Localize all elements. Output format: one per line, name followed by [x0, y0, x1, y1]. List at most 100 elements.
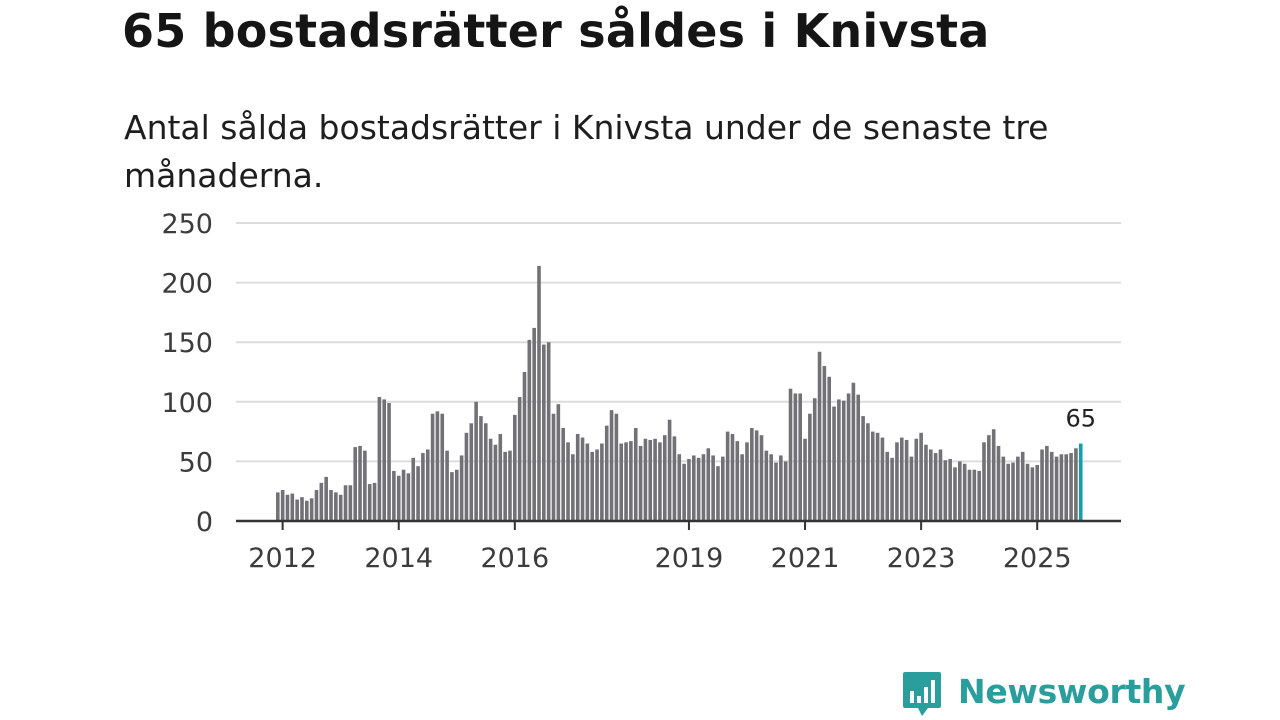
- bar: [1074, 448, 1078, 521]
- bar: [667, 419, 672, 521]
- bar: [527, 339, 532, 521]
- x-tick-label: 2025: [1003, 543, 1072, 574]
- bar: [948, 459, 952, 521]
- bar: [517, 397, 522, 521]
- bar: [488, 438, 493, 521]
- x-tick-label: 2016: [480, 543, 549, 574]
- bar: [566, 442, 570, 521]
- bar: [1006, 463, 1010, 521]
- bar: [1030, 467, 1035, 521]
- bar: [629, 441, 633, 521]
- bar: [754, 430, 759, 521]
- x-tick-label: 2021: [771, 543, 840, 574]
- chart-title: 65 bostadsrätter såldes i Knivsta: [122, 4, 990, 58]
- bar: [967, 469, 972, 521]
- bar: [508, 450, 512, 521]
- bar: [701, 454, 706, 521]
- bar: [783, 461, 788, 521]
- bar: [779, 455, 783, 521]
- bar: [609, 410, 614, 521]
- bar: [643, 438, 648, 521]
- bar: [445, 450, 449, 521]
- bar: [808, 413, 812, 521]
- bar: [682, 463, 686, 521]
- bar: [929, 449, 933, 521]
- bar: [561, 428, 565, 521]
- bar: [421, 453, 425, 521]
- bar: [595, 449, 599, 521]
- bar: [759, 435, 764, 521]
- bar: [658, 442, 662, 521]
- bar: [454, 469, 459, 521]
- bar: [551, 413, 556, 521]
- bar: [793, 393, 798, 521]
- bar: [677, 454, 682, 521]
- x-tick-label: 2012: [248, 543, 317, 574]
- bar: [542, 344, 546, 521]
- chart-subtitle: Antal sålda bostadsrätter i Knivsta unde…: [124, 108, 1049, 195]
- bar: [353, 447, 357, 521]
- bar: [280, 490, 285, 521]
- bar: [745, 442, 749, 521]
- bar: [430, 413, 435, 521]
- bar: [590, 451, 594, 521]
- bar: [493, 444, 498, 521]
- bar: [740, 454, 744, 521]
- bar: [706, 448, 711, 521]
- bar: [672, 436, 677, 521]
- last-value-label: 65: [1065, 405, 1096, 433]
- bar: [483, 423, 488, 521]
- y-tick-label: 150: [161, 328, 213, 359]
- bar: [513, 414, 517, 521]
- bar: [890, 457, 894, 521]
- bar: [440, 413, 445, 521]
- bar: [338, 494, 343, 521]
- bar: [958, 461, 962, 521]
- bar-chart: 0 50 100 150 200 250 2012 2014 2016 2019 2021 2023…: [161, 209, 1121, 574]
- bar: [996, 445, 1001, 521]
- bar: [416, 466, 420, 521]
- bar: [309, 498, 314, 521]
- bar: [387, 402, 391, 521]
- bar: [730, 433, 735, 521]
- bar: [870, 431, 875, 521]
- bar: [406, 473, 411, 521]
- bar: [750, 428, 754, 521]
- brand-name: Newsworthy: [958, 672, 1186, 711]
- bar: [899, 437, 904, 521]
- bar: [924, 444, 928, 521]
- bar: [614, 413, 619, 521]
- bar: [324, 476, 328, 521]
- bar: [1011, 462, 1015, 521]
- bar: [363, 450, 367, 521]
- bar: [764, 450, 769, 521]
- bar-series: [276, 265, 1083, 521]
- bar: [832, 406, 836, 521]
- bar: [619, 443, 624, 521]
- bar: [319, 482, 324, 521]
- bar: [464, 432, 469, 521]
- x-tick-label: 2014: [364, 543, 433, 574]
- bar: [1040, 449, 1044, 521]
- x-axis-ticks: 2012 2014 2016 2019 2021 2023 2025: [248, 521, 1072, 574]
- bar: [914, 438, 919, 521]
- bar: [1054, 456, 1059, 521]
- bar: [575, 433, 580, 521]
- bar: [503, 451, 507, 521]
- bar: [343, 485, 348, 521]
- x-tick-label: 2023: [887, 543, 956, 574]
- bar: [885, 451, 890, 521]
- bar: [1001, 456, 1006, 521]
- bar: [348, 485, 353, 521]
- grid-lines: [236, 222, 1121, 463]
- bar: [585, 443, 590, 521]
- bar: [305, 500, 309, 521]
- y-axis-tick-labels: 0 50 100 150 200 250: [161, 209, 213, 538]
- bar: [943, 460, 948, 521]
- bar: [822, 366, 827, 521]
- bar: [392, 470, 396, 521]
- bar: [846, 393, 851, 521]
- bar: [817, 351, 822, 521]
- bar: [546, 342, 551, 521]
- bar: [662, 435, 667, 521]
